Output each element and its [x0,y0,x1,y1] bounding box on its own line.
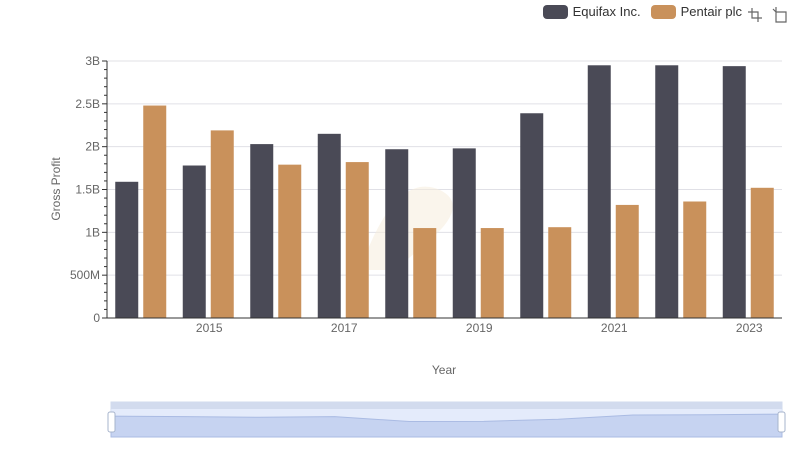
x-tick-label: 2015 [196,321,223,335]
x-axis: 2015 2017 2019 2021 2023 [107,317,782,335]
bar-equifax-2021[interactable] [587,65,611,319]
y-tick-label: 1B [85,225,100,239]
y-axis-title: Gross Profit [49,157,63,221]
bar-pentair-2023[interactable] [750,187,774,318]
bar-pentair-2022[interactable] [683,201,707,318]
legend-label-equifax: Equifax Inc. [572,4,641,19]
bar-pentair-2016[interactable] [278,164,302,318]
bar-pentair-2019[interactable] [480,228,504,318]
bar-equifax-2019[interactable] [452,148,476,318]
bars-group [115,65,774,319]
y-tick-label: 0 [93,311,100,325]
data-zoom-slider[interactable] [107,401,786,438]
x-tick-label: 2023 [736,321,763,335]
bar-pentair-2018[interactable] [413,228,437,318]
x-axis-title: Year [432,363,456,377]
legend-item-equifax[interactable]: Equifax Inc. [542,4,641,19]
toolbox [746,6,790,24]
zoom-icon[interactable] [746,6,764,24]
y-axis: 0 500M 1B 1.5B 2B 2.5B 3B [70,54,108,325]
y-tick-label: 2.5B [75,97,100,111]
y-tick-label: 2B [85,140,100,154]
bar-equifax-2023[interactable] [722,66,746,318]
bar-equifax-2022[interactable] [655,65,679,319]
bar-pentair-2021[interactable] [615,204,639,318]
legend-label-pentair: Pentair plc [680,4,742,19]
bar-pentair-2014[interactable] [143,105,167,319]
y-tick-label: 1.5B [75,183,100,197]
y-tick-label: 500M [70,268,100,282]
x-tick-label: 2021 [601,321,628,335]
bar-equifax-2015[interactable] [182,165,206,318]
restore-icon[interactable] [772,6,790,24]
legend-item-pentair[interactable]: Pentair plc [650,4,742,19]
x-tick-label: 2019 [466,321,493,335]
y-tick-label: 3B [85,54,100,68]
bar-pentair-2017[interactable] [345,162,369,318]
bar-equifax-2018[interactable] [385,149,409,318]
data-zoom-top-bar[interactable] [111,402,782,409]
bar-equifax-2020[interactable] [520,113,544,318]
x-tick-label: 2017 [331,321,358,335]
legend: Equifax Inc. Pentair plc [542,4,742,19]
legend-swatch-pentair [650,4,676,19]
bar-equifax-2017[interactable] [317,133,341,318]
bar-equifax-2016[interactable] [250,144,274,318]
bar-equifax-2014[interactable] [115,181,139,318]
bar-pentair-2020[interactable] [548,227,572,318]
legend-swatch-equifax [542,4,568,19]
data-zoom-handle-left[interactable] [107,411,116,433]
bar-pentair-2015[interactable] [210,130,234,318]
data-zoom-handle-right[interactable] [777,411,786,433]
grid-lines [107,60,782,319]
